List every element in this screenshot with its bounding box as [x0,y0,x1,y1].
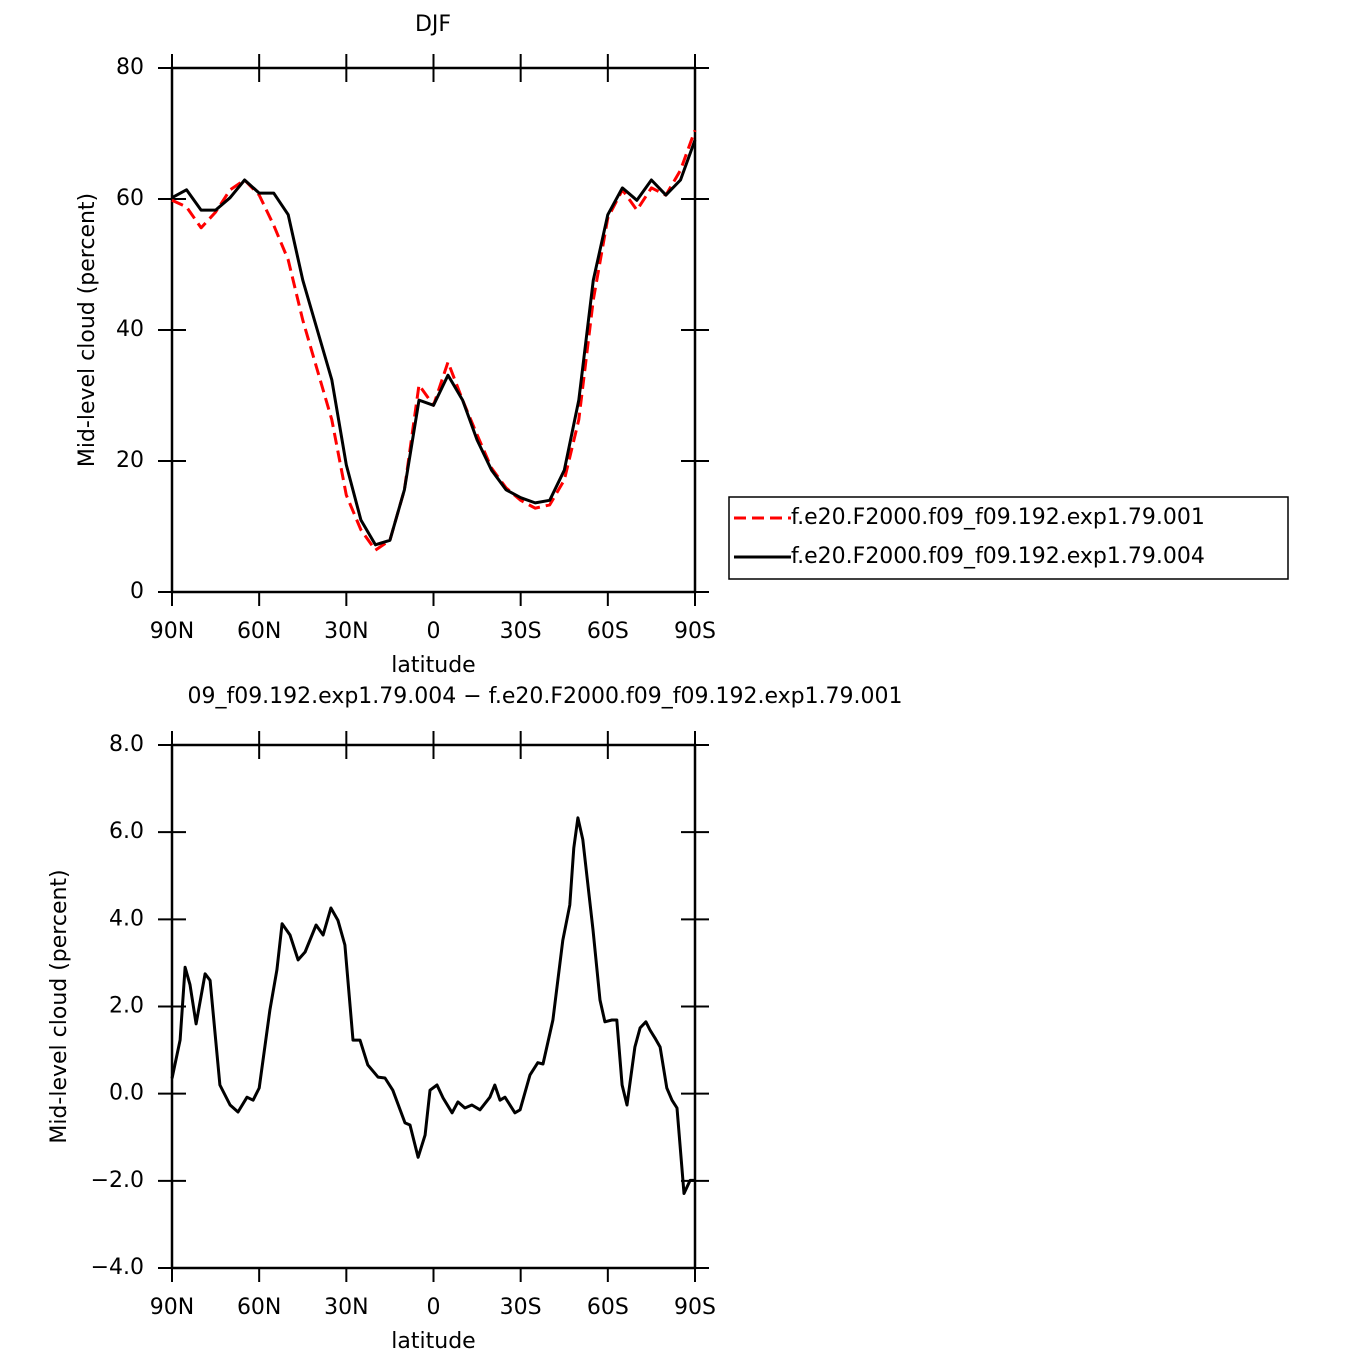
x-tick-label: 30S [500,1295,542,1320]
x-tick-label: 0 [427,1295,441,1320]
y-axis-label: Mid-level cloud (percent) [47,869,72,1143]
y-tick-label: 40 [116,317,144,342]
y-tick-label: −2.0 [91,1168,144,1193]
legend-box [728,496,1289,580]
x-tick-label: 90N [150,619,194,644]
y-tick-label: 0.0 [109,1081,144,1106]
y-tick-label: 8.0 [109,732,144,757]
y-tick-label: 60 [116,186,144,211]
chart-title: 09_f09.192.exp1.79.004 − f.e20.F2000.f09… [187,684,902,709]
chart-title: DJF [415,12,451,37]
y-tick-label: 4.0 [109,906,144,931]
data-line [170,816,695,1195]
data-line [171,139,697,547]
x-tick-label: 90S [674,619,716,644]
y-tick-label: 2.0 [109,994,144,1019]
y-tick-label: 6.0 [109,819,144,844]
legend-label: f.e20.F2000.f09_f09.192.exp1.79.004 [791,544,1205,569]
x-tick-label: 90S [674,1295,716,1320]
data-line [171,129,697,552]
x-axis-label: latitude [391,653,475,678]
x-tick-label: 30S [500,619,542,644]
x-tick-label: 90N [150,1295,194,1320]
y-tick-label: 0 [130,579,144,604]
y-axis-label: Mid-level cloud (percent) [75,193,100,467]
y-tick-label: 80 [116,55,144,80]
y-tick-label: 20 [116,448,144,473]
legend-label: f.e20.F2000.f09_f09.192.exp1.79.001 [791,505,1205,530]
x-tick-label: 60N [237,619,281,644]
x-axis-label: latitude [391,1329,475,1354]
plot-frame [170,66,697,594]
x-tick-label: 30N [324,1295,368,1320]
x-tick-label: 60N [237,1295,281,1320]
x-tick-label: 0 [427,619,441,644]
plot-frame [170,743,697,1270]
y-tick-label: −4.0 [91,1255,144,1280]
x-tick-label: 30N [324,619,368,644]
x-tick-label: 60S [587,1295,629,1320]
x-tick-label: 60S [587,619,629,644]
